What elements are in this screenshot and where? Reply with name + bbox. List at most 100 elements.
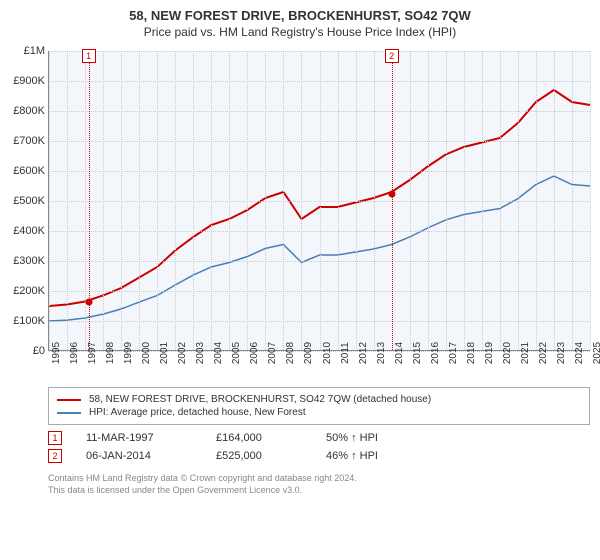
xtick-label: 2007 [267, 342, 278, 364]
legend-swatch-property [57, 399, 81, 401]
sale-marker-line [392, 51, 393, 350]
ytick-label: £400K [13, 225, 49, 237]
xtick-label: 2003 [195, 342, 206, 364]
gridline-v [85, 51, 86, 350]
sale-pct: 50% ↑ HPI [326, 432, 378, 444]
xtick-label: 2005 [231, 342, 242, 364]
xtick-label: 2006 [249, 342, 260, 364]
legend-label-property: 58, NEW FOREST DRIVE, BROCKENHURST, SO42… [89, 394, 431, 405]
legend: 58, NEW FOREST DRIVE, BROCKENHURST, SO42… [48, 387, 590, 425]
gridline-v [229, 51, 230, 350]
sale-price: £164,000 [216, 432, 326, 444]
sale-marker-dot [388, 190, 395, 197]
xtick-label: 2015 [412, 342, 423, 364]
ytick-label: £700K [13, 135, 49, 147]
sale-pct: 46% ↑ HPI [326, 450, 378, 462]
xtick-label: 2009 [303, 342, 314, 364]
xtick-label: 2021 [520, 342, 531, 364]
gridline-v [536, 51, 537, 350]
sales-list: 1 11-MAR-1997£164,00050% ↑ HPI 2 06-JAN-201… [0, 431, 600, 463]
sale-marker-badge: 2 [385, 49, 399, 63]
attribution-line2: This data is licensed under the Open Gov… [48, 485, 590, 497]
sale-badge: 1 [48, 431, 62, 445]
gridline-v [175, 51, 176, 350]
ytick-label: £300K [13, 255, 49, 267]
sale-marker-badge: 1 [82, 49, 96, 63]
xtick-label: 1995 [51, 342, 62, 364]
gridline-v [374, 51, 375, 350]
gridline-v [283, 51, 284, 350]
gridline-v [482, 51, 483, 350]
ytick-label: £500K [13, 195, 49, 207]
attribution-line1: Contains HM Land Registry data © Crown c… [48, 473, 590, 485]
ytick-label: £900K [13, 75, 49, 87]
sale-price: £525,000 [216, 450, 326, 462]
ytick-label: £600K [13, 165, 49, 177]
chart-title: 58, NEW FOREST DRIVE, BROCKENHURST, SO42… [0, 8, 600, 23]
xtick-label: 2025 [592, 342, 600, 364]
sale-date: 06-JAN-2014 [86, 450, 216, 462]
plot-region: £0£100K£200K£300K£400K£500K£600K£700K£80… [48, 51, 590, 351]
gridline-v [139, 51, 140, 350]
gridline-v [356, 51, 357, 350]
ytick-label: £800K [13, 105, 49, 117]
gridline-v [410, 51, 411, 350]
sale-badge: 2 [48, 449, 62, 463]
xtick-label: 2010 [322, 342, 333, 364]
gridline-v [265, 51, 266, 350]
xtick-label: 2002 [177, 342, 188, 364]
xtick-label: 2001 [159, 342, 170, 364]
legend-label-hpi: HPI: Average price, detached house, New … [89, 407, 306, 418]
xtick-label: 1997 [87, 342, 98, 364]
xtick-label: 2000 [141, 342, 152, 364]
gridline-v [518, 51, 519, 350]
sale-row: 1 11-MAR-1997£164,00050% ↑ HPI [48, 431, 590, 445]
xtick-label: 2004 [213, 342, 224, 364]
gridline-v [464, 51, 465, 350]
ytick-label: £100K [13, 315, 49, 327]
gridline-v [500, 51, 501, 350]
gridline-v [320, 51, 321, 350]
chart-subtitle: Price paid vs. HM Land Registry's House … [0, 25, 600, 39]
xtick-label: 1996 [69, 342, 80, 364]
chart-header: 58, NEW FOREST DRIVE, BROCKENHURST, SO42… [0, 0, 600, 43]
gridline-v [103, 51, 104, 350]
ytick-label: £200K [13, 285, 49, 297]
xtick-label: 2023 [556, 342, 567, 364]
ytick-label: £0 [33, 345, 49, 357]
xtick-label: 2017 [448, 342, 459, 364]
sale-date: 11-MAR-1997 [86, 432, 216, 444]
chart-area: £0£100K£200K£300K£400K£500K£600K£700K£80… [48, 51, 590, 379]
gridline-v [338, 51, 339, 350]
xtick-label: 1999 [123, 342, 134, 364]
gridline-v [446, 51, 447, 350]
xtick-label: 2012 [358, 342, 369, 364]
legend-swatch-hpi [57, 412, 81, 414]
sale-marker-dot [85, 298, 92, 305]
legend-row-property: 58, NEW FOREST DRIVE, BROCKENHURST, SO42… [57, 394, 581, 405]
xtick-label: 2022 [538, 342, 549, 364]
legend-row-hpi: HPI: Average price, detached house, New … [57, 407, 581, 418]
xtick-label: 2024 [574, 342, 585, 364]
gridline-v [211, 51, 212, 350]
sale-row: 2 06-JAN-2014£525,00046% ↑ HPI [48, 449, 590, 463]
gridline-v [49, 51, 50, 350]
gridline-v [157, 51, 158, 350]
xtick-label: 2019 [484, 342, 495, 364]
gridline-v [554, 51, 555, 350]
xtick-label: 2013 [376, 342, 387, 364]
xtick-label: 2020 [502, 342, 513, 364]
gridline-v [193, 51, 194, 350]
gridline-v [67, 51, 68, 350]
xtick-label: 2011 [340, 342, 351, 364]
gridline-v [301, 51, 302, 350]
attribution: Contains HM Land Registry data © Crown c… [48, 473, 590, 496]
ytick-label: £1M [24, 45, 49, 57]
xtick-label: 2018 [466, 342, 477, 364]
xtick-label: 1998 [105, 342, 116, 364]
gridline-v [428, 51, 429, 350]
xtick-label: 2008 [285, 342, 296, 364]
xtick-label: 2014 [394, 342, 405, 364]
gridline-v [247, 51, 248, 350]
gridline-v [590, 51, 591, 350]
